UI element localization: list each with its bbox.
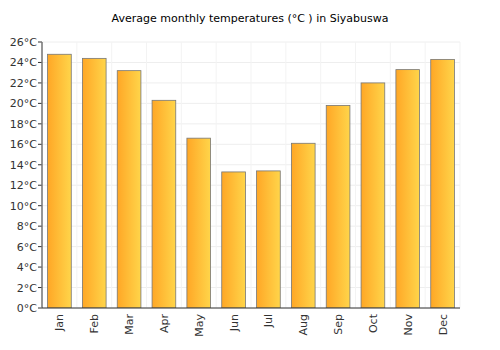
x-tick-label: Jul xyxy=(262,314,275,328)
x-tick-label: Apr xyxy=(158,314,171,334)
x-tick-label: Feb xyxy=(88,314,101,333)
y-tick-label: 16°C xyxy=(10,138,37,151)
grid-line-vertical xyxy=(76,42,77,308)
bar xyxy=(187,138,211,308)
x-tick-label: Jan xyxy=(53,314,66,332)
x-tick-label: May xyxy=(193,314,206,337)
page: {"chart_data": {"type": "bar", "title": … xyxy=(0,0,500,350)
tick-mark xyxy=(38,246,42,247)
bar xyxy=(396,70,420,308)
grid-line-vertical xyxy=(216,42,217,308)
tick-mark xyxy=(38,185,42,186)
bar xyxy=(48,54,72,308)
tick-mark xyxy=(38,287,42,288)
grid-line-vertical xyxy=(146,42,147,308)
y-tick-label: 6°C xyxy=(17,241,37,254)
bar xyxy=(117,71,141,308)
x-axis xyxy=(42,308,460,309)
y-tick-label: 20°C xyxy=(10,97,37,110)
y-axis xyxy=(42,42,43,308)
bar xyxy=(82,58,106,308)
bar xyxy=(257,171,281,308)
y-tick-label: 24°C xyxy=(10,56,37,69)
bars xyxy=(48,54,455,308)
tick-mark xyxy=(38,103,42,104)
bar xyxy=(291,143,315,308)
grid-line-vertical xyxy=(390,42,391,308)
tick-mark xyxy=(38,205,42,206)
y-tick-label: 2°C xyxy=(17,282,37,295)
tick-mark xyxy=(38,226,42,227)
x-tick-label: Aug xyxy=(297,314,310,335)
grid-line-vertical xyxy=(425,42,426,308)
y-tick-label: 12°C xyxy=(10,179,37,192)
bar xyxy=(431,59,455,308)
grid-line-vertical xyxy=(181,42,182,308)
y-tick-label: 14°C xyxy=(10,159,37,172)
y-tick-label: 18°C xyxy=(10,118,37,131)
x-tick-label: Dec xyxy=(437,314,450,335)
grid-line-vertical xyxy=(320,42,321,308)
y-tick-label: 4°C xyxy=(17,261,37,274)
tick-mark xyxy=(38,164,42,165)
y-tick-label: 26°C xyxy=(10,36,37,49)
grid-line-vertical xyxy=(460,42,461,308)
tick-mark xyxy=(38,42,42,43)
y-tick-label: 8°C xyxy=(17,220,37,233)
grid-line-vertical xyxy=(355,42,356,308)
grid-line-vertical xyxy=(111,42,112,308)
x-tick-label: Sep xyxy=(332,314,345,335)
x-tick-label: Nov xyxy=(402,314,415,336)
x-tick-label: Mar xyxy=(123,314,136,335)
chart: Average monthly temperatures (°C ) in Si… xyxy=(0,0,500,350)
grid-line xyxy=(42,308,460,309)
bar xyxy=(361,83,385,308)
bar xyxy=(222,172,246,308)
x-tick-label: Oct xyxy=(367,313,380,333)
tick-mark xyxy=(38,308,42,309)
title: Average monthly temperatures (°C ) in Si… xyxy=(112,12,389,25)
tick-mark xyxy=(38,123,42,124)
y-tick-label: 10°C xyxy=(10,200,37,213)
bar xyxy=(152,100,176,308)
grid-line-vertical xyxy=(285,42,286,308)
tick-mark xyxy=(38,144,42,145)
y-tick-label: 0°C xyxy=(17,302,37,315)
grid-line-vertical xyxy=(42,42,43,308)
y-tick-label: 22°C xyxy=(10,77,37,90)
tick-mark xyxy=(38,62,42,63)
grid-line-vertical xyxy=(251,42,252,308)
bar xyxy=(326,105,350,308)
tick-mark xyxy=(38,267,42,268)
x-tick-label: Jun xyxy=(228,314,241,332)
tick-mark xyxy=(38,82,42,83)
